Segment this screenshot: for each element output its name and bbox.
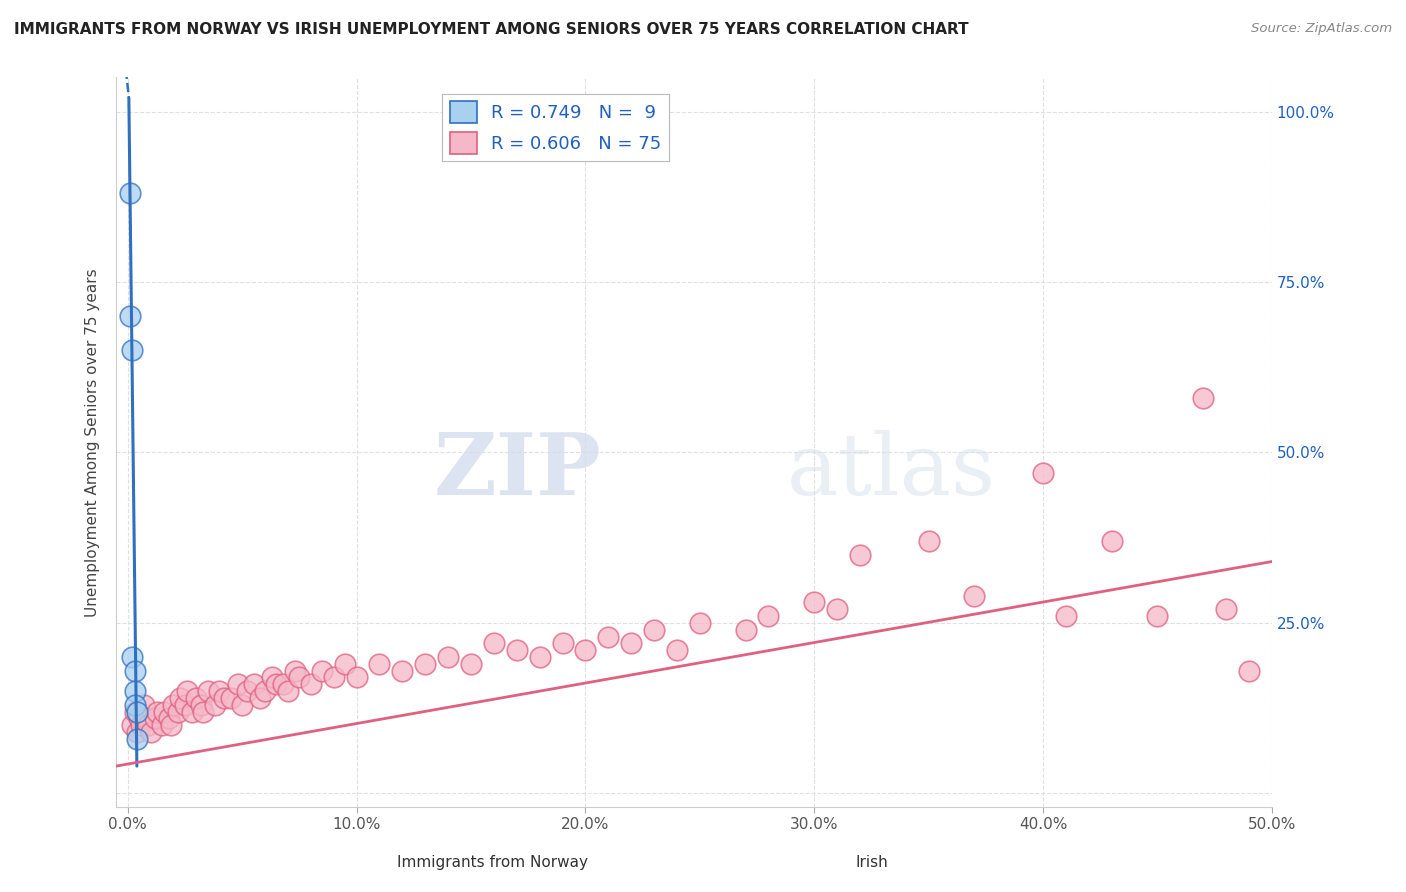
- Text: atlas: atlas: [786, 430, 995, 513]
- Point: [460, 657, 482, 671]
- Point: [125, 731, 148, 746]
- Point: [734, 623, 756, 637]
- Point: [1146, 609, 1168, 624]
- Point: [193, 705, 215, 719]
- Point: [551, 636, 574, 650]
- Point: [231, 698, 253, 712]
- Point: [391, 664, 413, 678]
- Point: [299, 677, 322, 691]
- Point: [963, 589, 986, 603]
- Point: [162, 698, 184, 712]
- Point: [311, 664, 333, 678]
- Point: [917, 534, 939, 549]
- Point: [180, 705, 202, 719]
- Point: [125, 725, 148, 739]
- Point: [482, 636, 505, 650]
- Point: [204, 698, 226, 712]
- Point: [124, 684, 146, 698]
- Point: [235, 684, 257, 698]
- Point: [136, 718, 159, 732]
- Point: [849, 548, 872, 562]
- Point: [333, 657, 356, 671]
- Point: [135, 711, 157, 725]
- Text: Source: ZipAtlas.com: Source: ZipAtlas.com: [1251, 22, 1392, 36]
- Point: [266, 677, 288, 691]
- Point: [803, 595, 825, 609]
- Point: [825, 602, 848, 616]
- Point: [167, 705, 190, 719]
- Point: [157, 711, 180, 725]
- Point: [643, 623, 665, 637]
- Point: [1237, 664, 1260, 678]
- Point: [118, 309, 141, 323]
- Point: [620, 636, 643, 650]
- Point: [413, 657, 436, 671]
- Point: [121, 650, 143, 665]
- Point: [121, 718, 143, 732]
- Point: [273, 677, 295, 691]
- Point: [124, 698, 146, 712]
- Point: [118, 186, 141, 201]
- Point: [689, 615, 711, 630]
- Point: [506, 643, 529, 657]
- Point: [322, 670, 344, 684]
- Point: [208, 684, 231, 698]
- Point: [346, 670, 368, 684]
- Point: [197, 684, 219, 698]
- Point: [190, 698, 212, 712]
- Point: [1192, 391, 1215, 405]
- Point: [598, 630, 620, 644]
- Point: [253, 684, 276, 698]
- Y-axis label: Unemployment Among Seniors over 75 years: Unemployment Among Seniors over 75 years: [86, 268, 100, 616]
- Point: [368, 657, 391, 671]
- Point: [1032, 466, 1054, 480]
- Point: [212, 690, 235, 705]
- Point: [146, 705, 169, 719]
- Point: [242, 677, 264, 691]
- Text: Irish: Irish: [855, 855, 889, 870]
- Point: [160, 718, 183, 732]
- Point: [124, 705, 146, 719]
- Point: [1101, 534, 1123, 549]
- Point: [125, 705, 148, 719]
- Point: [128, 711, 150, 725]
- Point: [176, 684, 198, 698]
- Legend: R = 0.749   N =  9, R = 0.606   N = 75: R = 0.749 N = 9, R = 0.606 N = 75: [443, 94, 668, 161]
- Point: [226, 677, 249, 691]
- Point: [1054, 609, 1077, 624]
- Point: [437, 650, 460, 665]
- Text: Immigrants from Norway: Immigrants from Norway: [396, 855, 588, 870]
- Point: [153, 705, 176, 719]
- Point: [132, 698, 155, 712]
- Text: IMMIGRANTS FROM NORWAY VS IRISH UNEMPLOYMENT AMONG SENIORS OVER 75 YEARS CORRELA: IMMIGRANTS FROM NORWAY VS IRISH UNEMPLOY…: [14, 22, 969, 37]
- Point: [284, 664, 307, 678]
- Point: [249, 690, 271, 705]
- Point: [139, 725, 162, 739]
- Point: [574, 643, 596, 657]
- Point: [174, 698, 197, 712]
- Point: [529, 650, 551, 665]
- Point: [1215, 602, 1237, 616]
- Point: [186, 690, 208, 705]
- Point: [219, 690, 242, 705]
- Point: [277, 684, 299, 698]
- Point: [665, 643, 688, 657]
- Point: [150, 718, 173, 732]
- Point: [124, 664, 146, 678]
- Point: [758, 609, 780, 624]
- Text: ZIP: ZIP: [434, 429, 602, 514]
- Point: [260, 670, 283, 684]
- Point: [121, 343, 143, 358]
- Point: [131, 718, 153, 732]
- Point: [288, 670, 311, 684]
- Point: [143, 711, 166, 725]
- Point: [169, 690, 191, 705]
